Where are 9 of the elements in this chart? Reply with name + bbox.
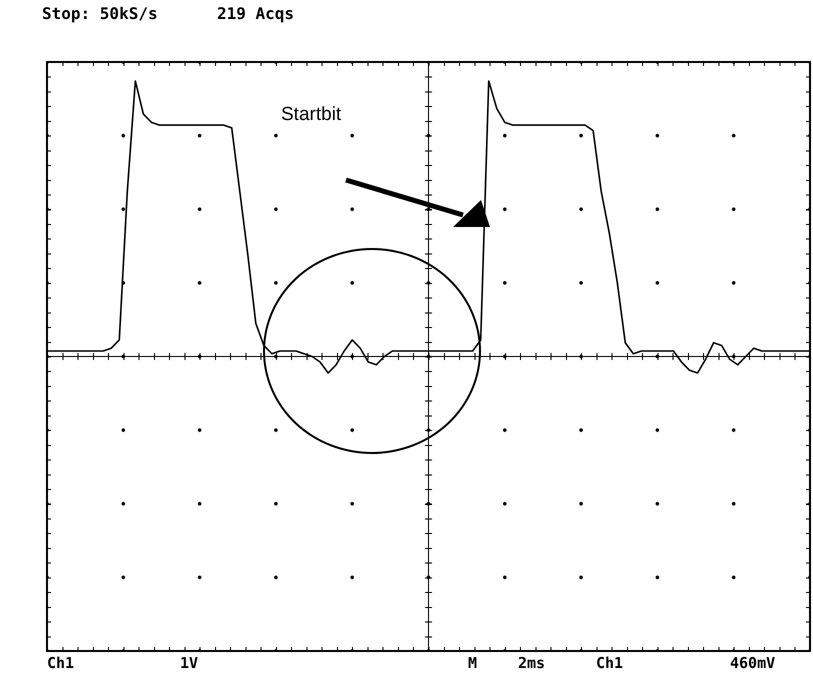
- text: M: [468, 654, 478, 672]
- text: 2ms: [518, 654, 546, 672]
- text: 1V: [180, 654, 198, 672]
- text: Ch1: [47, 654, 74, 672]
- text: Stop: 50kS/s: [42, 4, 158, 24]
- text: 460mV: [730, 654, 776, 672]
- text: Ch1: [596, 654, 624, 672]
- annotation: Startbit: [281, 104, 342, 127]
- text: 219 Acqs: [217, 4, 294, 24]
